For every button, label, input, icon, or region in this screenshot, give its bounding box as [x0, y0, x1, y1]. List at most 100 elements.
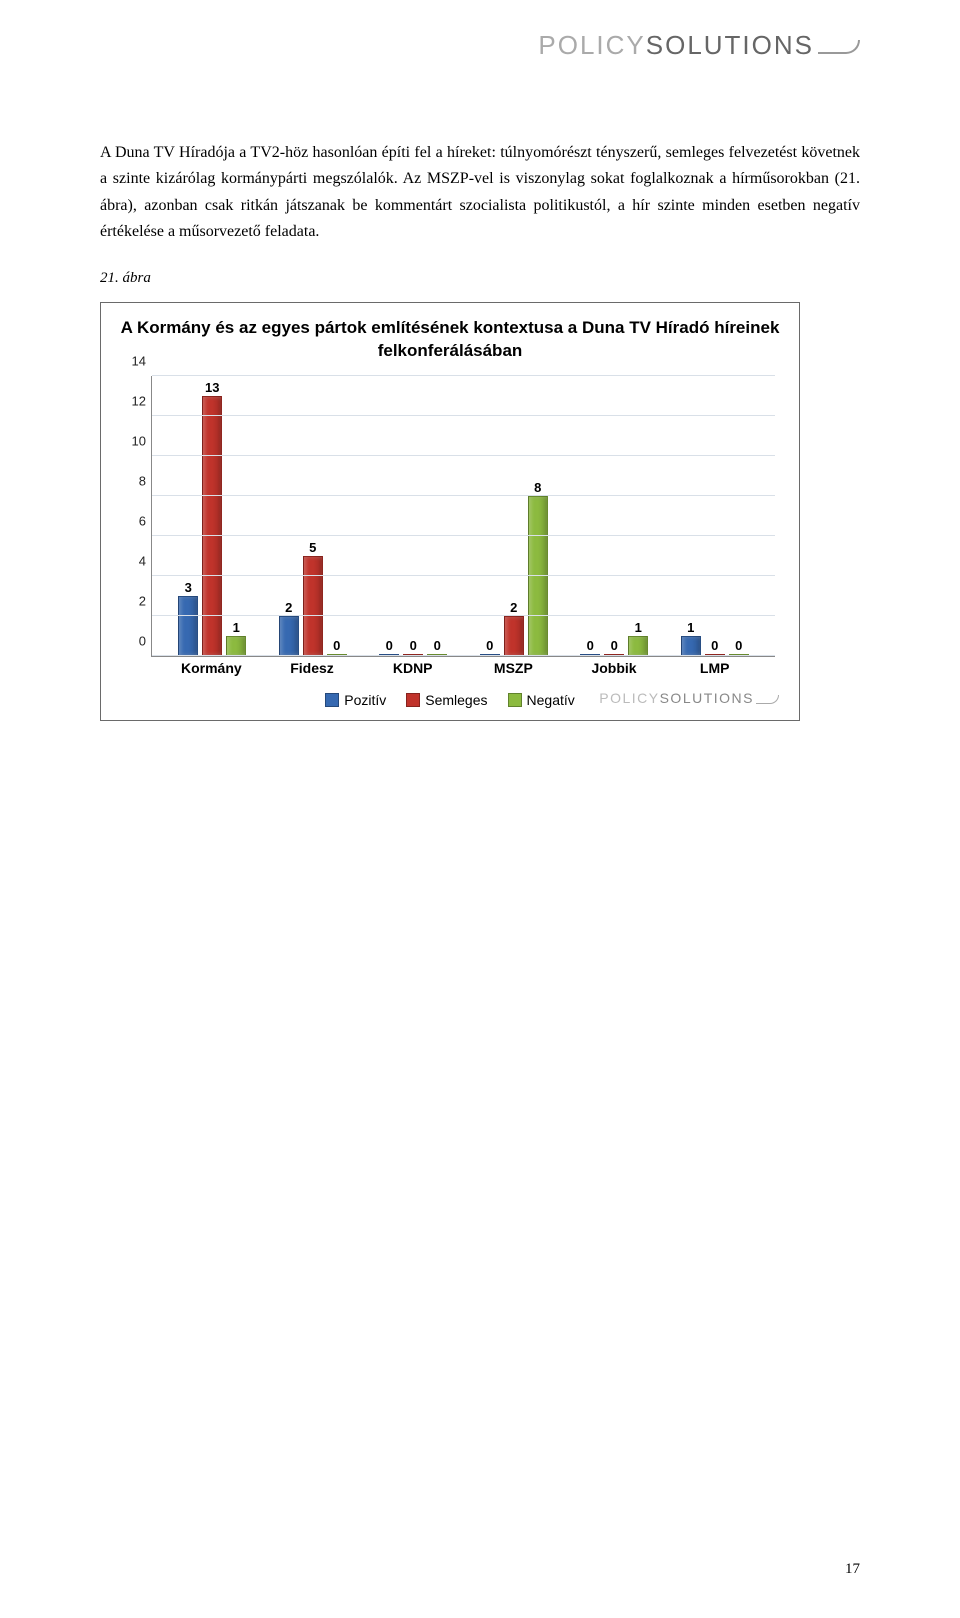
chart-bar: 0: [579, 376, 601, 656]
chart-watermark-logo: POLICYSOLUTIONS: [599, 690, 779, 706]
chart-y-tick: 4: [124, 554, 146, 569]
chart-plot: 3131250000028001100 02468101214 KormányF…: [151, 376, 775, 686]
chart-bar: 1: [680, 376, 702, 656]
chart-bar: 0: [378, 376, 400, 656]
watermark-part1: POLICY: [599, 690, 659, 706]
chart-bar-group: 0 0 1: [564, 376, 665, 656]
chart-bar: 3: [177, 376, 199, 656]
chart-gridline: [152, 375, 775, 376]
chart-container: A Kormány és az egyes pártok említésének…: [100, 302, 800, 722]
logo-swoosh-icon: [818, 40, 860, 54]
chart-bar-value-label: 1: [233, 621, 240, 634]
chart-bar: 2: [278, 376, 300, 656]
brand-logo: POLICYSOLUTIONS: [538, 30, 860, 61]
chart-gridline: [152, 615, 775, 616]
chart-bar: 0: [326, 376, 348, 656]
chart-bar-value-label: 5: [309, 541, 316, 554]
chart-gridline: [152, 415, 775, 416]
chart-bar: 2: [503, 376, 525, 656]
chart-bar-value-label: 0: [386, 639, 393, 652]
chart-bar-value-label: 1: [687, 621, 694, 634]
chart-y-tick: 6: [124, 514, 146, 529]
chart-y-tick: 14: [124, 354, 146, 369]
chart-bar-rect: [303, 556, 323, 656]
chart-x-label: Jobbik: [564, 660, 665, 686]
chart-legend-item: Negatív: [508, 692, 575, 708]
chart-bar: 1: [627, 376, 649, 656]
chart-title: A Kormány és az egyes pártok említésének…: [115, 317, 785, 363]
chart-y-tick: 12: [124, 394, 146, 409]
chart-bar-rect: [202, 396, 222, 656]
chart-bar-rect: [504, 616, 524, 656]
chart-y-tick: 10: [124, 434, 146, 449]
chart-bar-rect: [528, 496, 548, 656]
chart-gridline: [152, 495, 775, 496]
chart-y-tick: 0: [124, 634, 146, 649]
chart-plot-area: 3131250000028001100 02468101214: [151, 376, 775, 657]
chart-bar-rect: [178, 596, 198, 656]
chart-bar-groups: 3 13 1 2 5 0 0 0 0 0 2 8 0 0 1 1 0 0: [162, 376, 765, 656]
chart-gridline: [152, 535, 775, 536]
chart-bar-group: 2 5 0: [263, 376, 364, 656]
chart-bar-value-label: 0: [333, 639, 340, 652]
chart-bar-group: 3 13 1: [162, 376, 263, 656]
chart-bar: 0: [728, 376, 750, 656]
chart-bar-value-label: 0: [434, 639, 441, 652]
chart-bar: 0: [603, 376, 625, 656]
chart-bar: 5: [302, 376, 324, 656]
chart-bar: 0: [426, 376, 448, 656]
chart-bar-value-label: 2: [285, 601, 292, 614]
logo-part2: SOLUTIONS: [646, 30, 814, 60]
chart-bar-group: 0 2 8: [464, 376, 565, 656]
chart-bar-value-label: 8: [534, 481, 541, 494]
legend-swatch-icon: [325, 693, 339, 707]
chart-gridline: [152, 575, 775, 576]
chart-bar-group: 1 0 0: [665, 376, 766, 656]
chart-bar-value-label: 1: [635, 621, 642, 634]
chart-bar-value-label: 3: [185, 581, 192, 594]
chart-bar-group: 0 0 0: [363, 376, 464, 656]
chart-x-axis: KormányFideszKDNPMSZPJobbikLMP: [161, 660, 765, 686]
legend-label: Negatív: [527, 692, 575, 708]
chart-bar-value-label: 2: [510, 601, 517, 614]
body-paragraph: A Duna TV Híradója a TV2-höz hasonlóan é…: [100, 140, 860, 246]
chart-y-tick: 2: [124, 594, 146, 609]
chart-bar: 8: [527, 376, 549, 656]
chart-bar-value-label: 13: [205, 381, 219, 394]
chart-x-label: Fidesz: [262, 660, 363, 686]
figure-caption: 21. ábra: [100, 270, 860, 287]
legend-label: Pozitív: [344, 692, 386, 708]
watermark-part2: SOLUTIONS: [660, 690, 754, 706]
chart-bar-value-label: 0: [410, 639, 417, 652]
chart-bar-value-label: 0: [486, 639, 493, 652]
chart-bar: 0: [479, 376, 501, 656]
chart-gridline: [152, 455, 775, 456]
chart-legend-item: Pozitív: [325, 692, 386, 708]
chart-y-tick: 8: [124, 474, 146, 489]
chart-legend-item: Semleges: [406, 692, 487, 708]
page-number: 17: [845, 1561, 860, 1578]
chart-gridline: [152, 655, 775, 656]
chart-bar: 0: [402, 376, 424, 656]
chart-bar: 13: [201, 376, 223, 656]
watermark-swoosh-icon: [756, 695, 779, 704]
chart-bar-rect: [226, 636, 246, 656]
chart-x-label: MSZP: [463, 660, 564, 686]
legend-swatch-icon: [508, 693, 522, 707]
page: POLICYSOLUTIONS A Duna TV Híradója a TV2…: [0, 0, 960, 1618]
chart-bar-rect: [279, 616, 299, 656]
chart-bar-rect: [628, 636, 648, 656]
chart-bar: 0: [704, 376, 726, 656]
chart-x-label: Kormány: [161, 660, 262, 686]
chart-bar-rect: [681, 636, 701, 656]
legend-swatch-icon: [406, 693, 420, 707]
chart-x-label: KDNP: [362, 660, 463, 686]
chart-bar-value-label: 0: [587, 639, 594, 652]
legend-label: Semleges: [425, 692, 487, 708]
chart-bar-value-label: 0: [735, 639, 742, 652]
chart-bar: 1: [225, 376, 247, 656]
logo-part1: POLICY: [538, 30, 645, 60]
chart-x-label: LMP: [664, 660, 765, 686]
chart-bar-value-label: 0: [711, 639, 718, 652]
chart-bar-value-label: 0: [611, 639, 618, 652]
